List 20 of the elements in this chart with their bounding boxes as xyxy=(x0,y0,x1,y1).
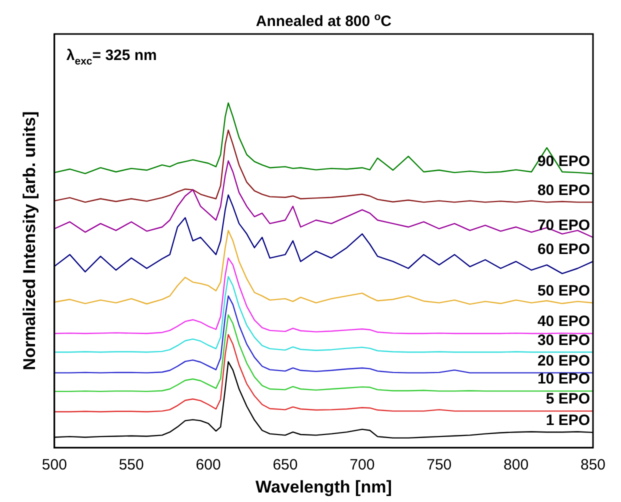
series-label: 90 EPO xyxy=(537,153,590,170)
x-tick-label: 750 xyxy=(426,456,452,474)
x-tick-label: 850 xyxy=(580,456,606,474)
series-label: 5 EPO xyxy=(546,390,590,408)
x-tick-label: 650 xyxy=(272,456,298,474)
y-axis-title: Normalized Intensity [arb. units] xyxy=(20,111,39,370)
series-label: 10 EPO xyxy=(537,370,590,388)
series-label: 30 EPO xyxy=(537,332,590,349)
x-axis-title: Wavelength [nm] xyxy=(256,477,392,496)
series-label: 60 EPO xyxy=(537,241,590,258)
x-tick-label: 500 xyxy=(42,456,67,474)
series-label: 50 EPO xyxy=(537,282,590,300)
x-tick-label: 800 xyxy=(504,456,529,474)
series-label: 80 EPO xyxy=(537,182,590,199)
x-tick-label: 600 xyxy=(196,456,221,474)
series-label: 40 EPO xyxy=(537,313,590,330)
series-label: 1 EPO xyxy=(546,412,590,430)
x-tick-label: 700 xyxy=(350,456,375,474)
x-tick-label: 550 xyxy=(118,456,144,474)
series-label: 20 EPO xyxy=(537,352,590,370)
